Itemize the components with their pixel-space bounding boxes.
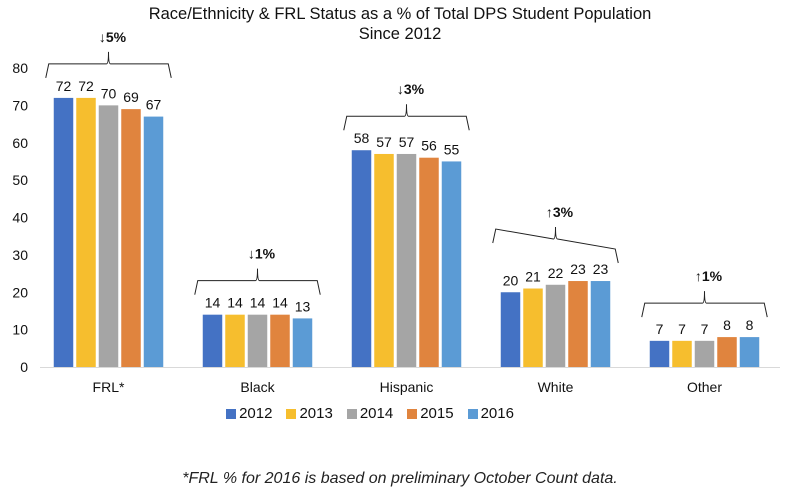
chart-title-main: Race/Ethnicity & FRL Status as a % of To… xyxy=(148,5,652,23)
legend-label: 2015 xyxy=(420,405,454,422)
y-tick-label: 40 xyxy=(12,210,28,226)
x-tick-label: Black xyxy=(240,379,275,395)
change-annotation: ↓5% xyxy=(99,29,127,45)
y-tick-label: 60 xyxy=(12,135,28,151)
y-tick-label: 0 xyxy=(20,359,28,375)
bar-2012 xyxy=(351,150,372,367)
change-annotation: ↓1% xyxy=(248,246,276,262)
data-label: 56 xyxy=(421,138,437,154)
y-tick-label: 20 xyxy=(12,284,28,300)
y-tick-label: 10 xyxy=(12,322,28,338)
data-label: 7 xyxy=(656,321,664,337)
bar-2016 xyxy=(590,281,611,367)
data-label: 55 xyxy=(444,141,460,157)
data-label: 14 xyxy=(205,295,221,311)
data-label: 20 xyxy=(503,272,519,288)
legend-label: 2013 xyxy=(299,405,333,422)
legend-item-2016: 2016 xyxy=(467,405,514,422)
data-label: 72 xyxy=(56,78,72,94)
data-label: 13 xyxy=(295,298,311,314)
legend-swatch xyxy=(286,408,297,419)
x-tick-label: Other xyxy=(687,379,722,395)
data-label: 21 xyxy=(525,269,541,285)
bar-2014 xyxy=(247,314,268,367)
data-label: 23 xyxy=(593,261,609,277)
data-label: 69 xyxy=(123,89,139,105)
bar-2015 xyxy=(717,337,737,367)
legend-swatch xyxy=(407,408,418,419)
y-tick-label: 30 xyxy=(12,247,28,263)
legend-swatch xyxy=(467,408,478,419)
data-label: 58 xyxy=(354,130,370,146)
bar-chart: 0 10 20 30 40 50 60 70 80 72 72 70 69 67 FRL* ↓5% 14 14 14… xyxy=(12,29,780,395)
data-label: 14 xyxy=(272,295,288,311)
data-label: 57 xyxy=(376,134,392,150)
data-label: 7 xyxy=(678,321,686,337)
bar-2013 xyxy=(225,314,245,367)
data-label: 14 xyxy=(227,295,243,311)
bar-2015 xyxy=(121,109,141,368)
bar-2012 xyxy=(53,97,74,368)
bar-2015 xyxy=(270,314,290,367)
legend-label: 2012 xyxy=(239,405,273,422)
bracket-annotation xyxy=(343,104,470,131)
bar-2014 xyxy=(396,153,417,367)
x-tick-label: White xyxy=(538,379,574,395)
y-tick-label: 50 xyxy=(12,172,28,188)
y-tick-label: 80 xyxy=(12,60,28,76)
footnote: *FRL % for 2016 is based on preliminary … xyxy=(182,470,618,487)
bar-2012 xyxy=(649,340,670,367)
data-label: 22 xyxy=(548,265,564,281)
data-label: 8 xyxy=(746,317,754,333)
legend-swatch xyxy=(346,408,357,419)
bar-2016 xyxy=(143,116,164,368)
bar-2015 xyxy=(419,157,439,367)
legend-item-2014: 2014 xyxy=(346,405,394,422)
legend-item-2012: 2012 xyxy=(226,405,272,422)
bar-2013 xyxy=(76,97,96,368)
data-label: 57 xyxy=(399,134,415,150)
bar-2016 xyxy=(739,337,760,367)
legend-swatch xyxy=(226,408,237,419)
chart-subtitle: Since 2012 xyxy=(358,25,442,43)
legend-item-2013: 2013 xyxy=(286,405,333,422)
bar-2014 xyxy=(694,340,715,367)
legend-label: 2014 xyxy=(359,405,394,422)
bracket-annotation xyxy=(641,291,768,318)
bar-2015 xyxy=(568,281,588,367)
x-tick-label: Hispanic xyxy=(380,379,434,395)
data-label: 8 xyxy=(723,317,731,333)
bar-2014 xyxy=(545,284,566,367)
bar-2012 xyxy=(500,292,521,367)
bracket-annotation xyxy=(45,51,172,79)
legend-label: 2016 xyxy=(480,405,514,422)
chart-legend: 2012 2013 2014 2015 2016 xyxy=(0,405,770,422)
bar-2013 xyxy=(672,340,692,367)
data-label: 72 xyxy=(78,78,94,94)
bar-2012 xyxy=(202,314,223,367)
chart-title: Race/Ethnicity & FRL Status as a % of To… xyxy=(0,4,800,44)
data-label: 7 xyxy=(701,321,709,337)
change-annotation: ↓3% xyxy=(397,81,425,97)
y-tick-label: 70 xyxy=(12,97,28,113)
data-label: 23 xyxy=(570,261,586,277)
bar-2013 xyxy=(523,288,543,367)
x-tick-label: FRL* xyxy=(93,379,125,395)
change-annotation: ↑1% xyxy=(695,268,723,284)
bracket-annotation xyxy=(194,268,321,295)
change-annotation: ↑3% xyxy=(546,204,574,220)
bar-2014 xyxy=(98,105,119,367)
data-label: 70 xyxy=(101,85,117,101)
legend-item-2015: 2015 xyxy=(407,405,454,422)
bar-2013 xyxy=(374,153,394,367)
bar-2016 xyxy=(441,161,462,367)
bracket-annotation xyxy=(492,227,619,264)
bar-2016 xyxy=(292,318,313,367)
data-label: 14 xyxy=(250,295,266,311)
data-label: 67 xyxy=(146,97,162,113)
